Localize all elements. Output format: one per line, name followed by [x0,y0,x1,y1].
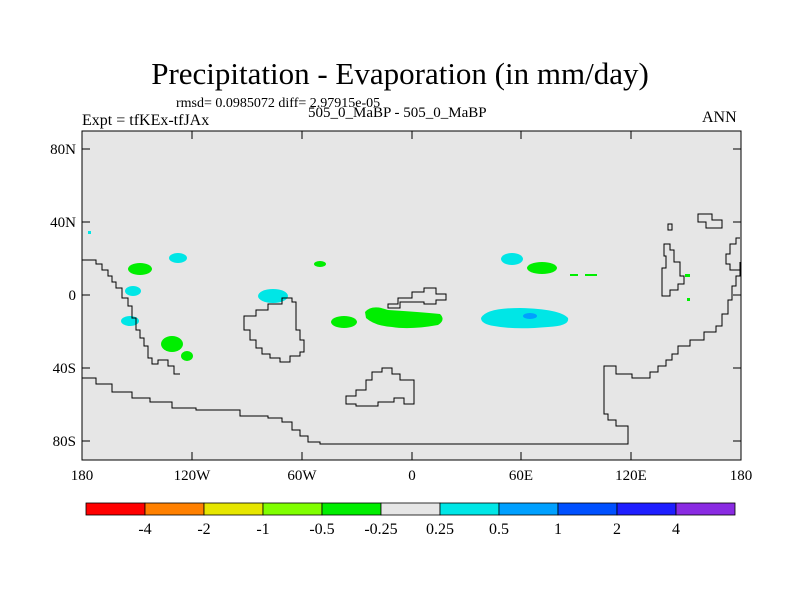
axis-ticks [81,131,742,460]
coastline-southern-island [345,367,415,407]
y-tick-label: 40N [50,215,76,231]
y-tick-labels: 80N 40N 0 40S 80S [50,142,76,450]
colorbar-level-label: 0.25 [426,521,454,538]
coastlines [82,213,741,445]
anomaly-blob [585,274,597,276]
rmsd-diff-stats: rmsd= 0.0985072 diff= 2.97915e-05 [176,96,381,111]
map-title: Precipitation - Evaporation (in mm/day) [151,56,649,91]
anomaly-blob [527,262,557,274]
colorbar-swatch [498,502,559,516]
anomaly-blob [481,308,569,329]
x-tick-label: 60W [287,468,317,484]
x-tick-label: 0 [408,468,416,484]
anomaly-blob [88,231,91,234]
colorbar-level-label: -0.25 [364,521,397,538]
x-tick-label: 180 [71,468,94,484]
colorbar-level-label: 1 [554,521,562,538]
colorbar-swatch [380,502,441,516]
season-label: ANN [702,109,737,126]
anomaly-blob [169,253,187,263]
y-tick-label: 0 [69,288,77,304]
anomaly-blob [128,263,152,275]
colorbar-swatch [85,502,146,516]
coastline-northeast [697,213,723,229]
colorbar-swatch [439,502,500,516]
coastline-east-island [661,243,685,297]
anomaly-blob [161,336,183,352]
colorbar-swatch [557,502,618,516]
x-tick-labels: 180 120W 60W 0 60E 120E 180 [71,468,753,484]
y-tick-label: 80N [50,142,76,158]
colorbar-swatch [203,502,264,516]
coastline-south-america [243,297,305,363]
colorbar-level-label: -0.5 [309,521,334,538]
anomaly-blob [570,274,578,276]
colorbar-level-label: -1 [256,521,269,538]
anomaly-blob [125,286,141,296]
coastline-africa-horn [387,287,447,309]
colorbar-level-label: 4 [672,521,680,538]
x-tick-label: 60E [509,468,533,484]
coastline-west-america [82,259,180,375]
anomaly-blob [331,316,357,328]
colorbar-swatch [675,502,736,516]
colorbar-swatch [144,502,205,516]
x-tick-label: 120W [174,468,212,484]
colorbar-swatch [321,502,382,516]
case-names: 505_0_MaBP - 505_0_MaBP [308,105,487,121]
colorbar: -4 -2 -1 -0.5 -0.25 0.25 0.5 1 2 4 [85,502,736,538]
anomaly-blob [258,289,288,303]
colorbar-level-label: 0.5 [489,521,509,538]
colorbar-swatch [262,502,323,516]
anomaly-blob [501,253,523,265]
colorbar-level-label: -4 [138,521,151,538]
colorbar-level-label: -2 [197,521,210,538]
colorbar-swatch [616,502,677,516]
experiment-label: Expt = tfKEx-tfJAx [82,112,210,129]
anomaly-fields [88,231,690,361]
anomaly-blob [181,351,193,361]
y-tick-label: 80S [53,434,76,450]
anomaly-blob [314,261,326,267]
anomaly-blob [365,307,443,329]
anomaly-blob [523,313,537,319]
y-tick-label: 40S [53,361,76,377]
x-tick-label: 180 [730,468,753,484]
coastline-antarctica [82,262,741,445]
anomaly-blob [685,274,690,277]
coastline-east-asia [725,237,740,271]
anomaly-blob [687,298,690,301]
x-tick-label: 120E [615,468,647,484]
colorbar-level-label: 2 [613,521,621,538]
coastline-northeast-islet [667,223,673,231]
